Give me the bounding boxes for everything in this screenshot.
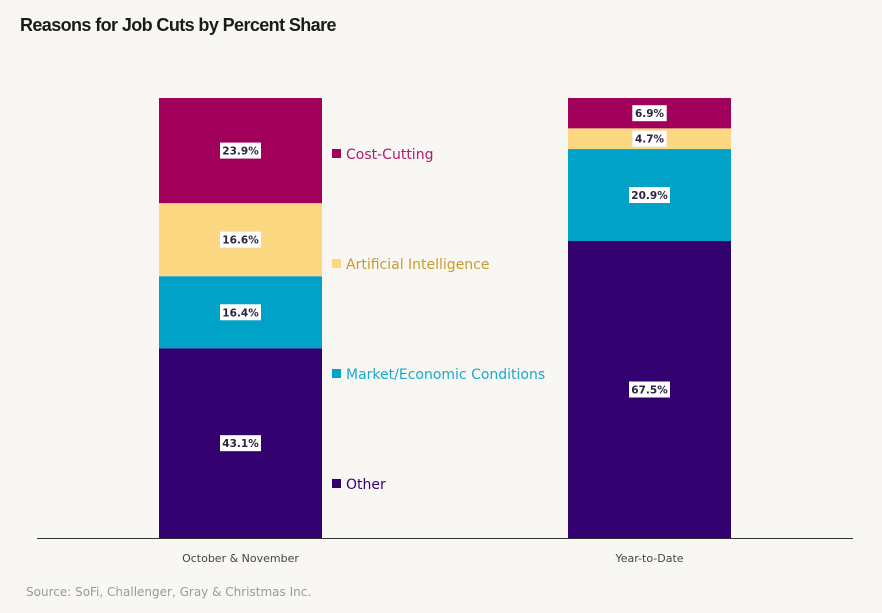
legend-swatch [332, 369, 341, 378]
data-label-box [629, 187, 670, 204]
legend-swatch [332, 149, 341, 158]
data-label: 20.9% [631, 190, 668, 202]
legend-label: Other [346, 477, 386, 493]
legend-label: Cost-Cutting [346, 147, 433, 163]
legend-label: Artificial Intelligence [346, 257, 490, 273]
data-label-box [220, 435, 261, 452]
data-label-box [632, 130, 667, 147]
chart-title: Reasons for Job Cuts by Percent Share [20, 15, 337, 35]
data-label: 43.1% [222, 438, 259, 450]
legend-label: Market/Economic Conditions [346, 367, 545, 383]
data-label: 67.5% [631, 385, 668, 397]
data-label: 6.9% [635, 108, 665, 120]
x-tick-label: October & November [182, 552, 299, 565]
data-label: 23.9% [222, 146, 259, 158]
data-label-box [220, 142, 261, 159]
data-label-box [629, 381, 670, 398]
legend-swatch [332, 479, 341, 488]
data-label-box [220, 231, 261, 248]
data-label: 4.7% [635, 134, 665, 146]
data-label: 16.4% [222, 307, 259, 319]
data-label-box [220, 304, 261, 321]
source-note: Source: SoFi, Challenger, Gray & Christm… [26, 585, 312, 599]
legend-swatch [332, 259, 341, 268]
data-label: 16.6% [222, 235, 259, 247]
x-tick-label: Year-to-Date [614, 552, 683, 565]
data-label-box [632, 105, 667, 122]
